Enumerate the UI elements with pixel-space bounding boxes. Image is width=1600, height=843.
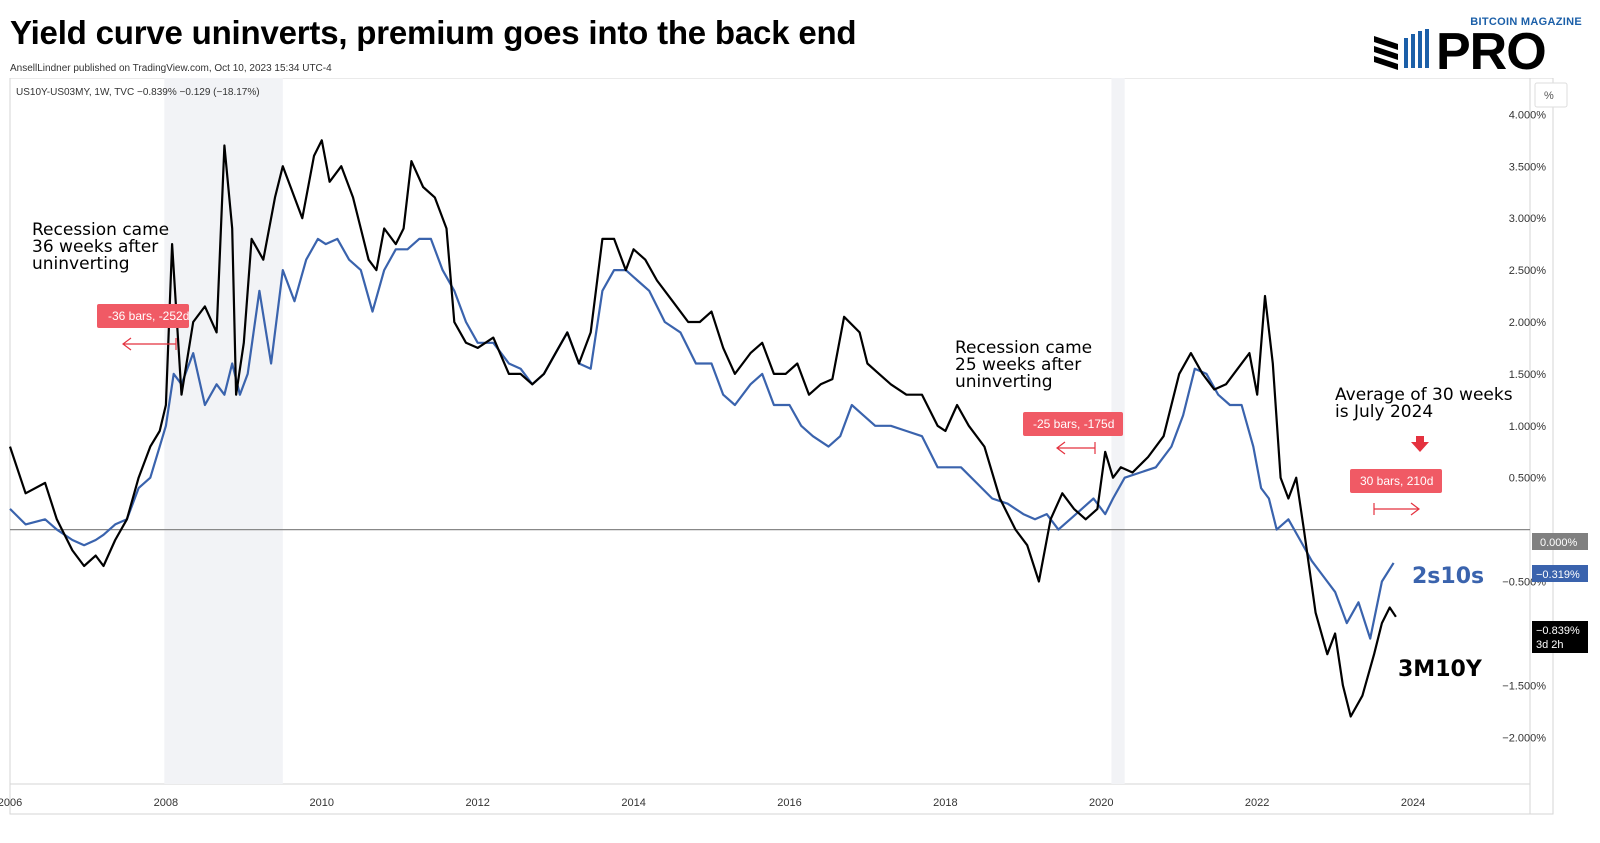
y-tick-label: −2.000% bbox=[1502, 732, 1546, 744]
annotation-3-line-1: Average of 30 weeks bbox=[1335, 385, 1513, 405]
last-value-blue: −0.319% bbox=[1532, 565, 1588, 582]
recession-band-1 bbox=[164, 78, 283, 784]
annotation-2-line-1: Recession came bbox=[955, 338, 1092, 358]
badge-3-box bbox=[1350, 469, 1442, 493]
x-tick-label: 2020 bbox=[1089, 797, 1113, 809]
unit-label: % bbox=[1544, 90, 1554, 102]
last-value-blue-text: −0.319% bbox=[1536, 569, 1580, 581]
zero-value-box bbox=[1532, 533, 1588, 550]
y-tick-label: 2.500% bbox=[1509, 265, 1547, 277]
x-tick-label: 2024 bbox=[1401, 797, 1425, 809]
badge-3: 30 bars, 210d bbox=[1350, 469, 1442, 516]
x-tick-label: 2006 bbox=[0, 797, 22, 809]
badge-3-arrowhead bbox=[1410, 502, 1420, 516]
y-tick-label: 0.500% bbox=[1509, 473, 1547, 485]
x-tick-label: 2022 bbox=[1245, 797, 1269, 809]
logo-top-text: BITCOIN MAGAZINE bbox=[1470, 16, 1582, 28]
chart-svg: 4.000% 3.500% 3.000% 2.500% 2.000% 1.500% 1.00… bbox=[0, 78, 1588, 815]
annotation-2: Recession came 25 weeks after uninvertin… bbox=[955, 338, 1092, 392]
logo-bars-icon bbox=[1374, 29, 1429, 70]
x-tick-label: 2016 bbox=[777, 797, 801, 809]
series-label-3m10y: 3M10Y bbox=[1398, 657, 1483, 682]
y-tick-label: 3.000% bbox=[1509, 213, 1547, 225]
zero-value-badge: 0.000% bbox=[1532, 533, 1588, 550]
y-tick-label: 1.000% bbox=[1509, 421, 1547, 433]
chart-legend: US10Y-US03MY, 1W, TVC −0.839% −0.129 (−1… bbox=[16, 87, 260, 98]
zero-value-text: 0.000% bbox=[1540, 537, 1578, 549]
down-arrow-icon bbox=[1411, 436, 1429, 452]
y-tick-label: 4.000% bbox=[1509, 109, 1547, 121]
last-value-blue-box bbox=[1532, 565, 1588, 582]
y-tick-label: 1.500% bbox=[1509, 369, 1547, 381]
x-tick-label: 2010 bbox=[310, 797, 334, 809]
annotation-2-line-3: uninverting bbox=[955, 372, 1053, 392]
badge-1: -36 bars, -252d bbox=[97, 304, 189, 351]
series-label-2s10s: 2s10s bbox=[1412, 564, 1484, 589]
unit-box[interactable] bbox=[1534, 82, 1568, 108]
y-tick-label: −1.500% bbox=[1502, 680, 1546, 692]
x-tick-label: 2008 bbox=[154, 797, 178, 809]
series-line-3m10y bbox=[8, 139, 1397, 718]
y-tick-label: 3.500% bbox=[1509, 161, 1547, 173]
badge-2-arrowhead bbox=[1056, 441, 1066, 455]
chart-title: Yield curve uninverts, premium goes into… bbox=[10, 14, 857, 51]
series-line-2s10s bbox=[9, 237, 1395, 640]
badge-1-text: -36 bars, -252d bbox=[108, 309, 189, 323]
last-value-black-sub: 3d 2h bbox=[1536, 639, 1564, 651]
badge-3-text: 30 bars, 210d bbox=[1360, 474, 1433, 488]
x-tick-label: 2014 bbox=[621, 797, 645, 809]
annotation-3: Average of 30 weeks is July 2024 bbox=[1335, 385, 1513, 422]
chart-frame bbox=[9, 78, 1554, 815]
byline: AnsellLindner published on TradingView.c… bbox=[10, 63, 332, 74]
last-value-black-box bbox=[1532, 621, 1588, 653]
annotation-1-line-3: uninverting bbox=[32, 254, 130, 274]
badge-1-box bbox=[97, 304, 189, 328]
annotation-3-line-2: is July 2024 bbox=[1335, 402, 1433, 422]
y-tick-label: 2.000% bbox=[1509, 317, 1547, 329]
bitcoin-magazine-pro-logo: BITCOIN MAGAZINE PRO bbox=[1372, 14, 1594, 80]
annotation-1-line-2: 36 weeks after bbox=[32, 237, 158, 257]
annotation-2-line-2: 25 weeks after bbox=[955, 355, 1081, 375]
annotation-1: Recession came 36 weeks after uninvertin… bbox=[32, 220, 169, 274]
badge-2-box bbox=[1023, 412, 1123, 436]
x-tick-label: 2018 bbox=[933, 797, 957, 809]
badge-2-text: -25 bars, -175d bbox=[1033, 417, 1114, 431]
last-value-black-text: −0.839% bbox=[1536, 625, 1580, 637]
x-tick-label: 2012 bbox=[465, 797, 489, 809]
annotation-1-line-1: Recession came bbox=[32, 220, 169, 240]
last-value-black: −0.839% 3d 2h bbox=[1532, 621, 1588, 653]
logo-main-text: PRO bbox=[1436, 23, 1547, 81]
badge-1-arrowhead bbox=[122, 337, 132, 351]
badge-2: -25 bars, -175d bbox=[1023, 412, 1123, 455]
